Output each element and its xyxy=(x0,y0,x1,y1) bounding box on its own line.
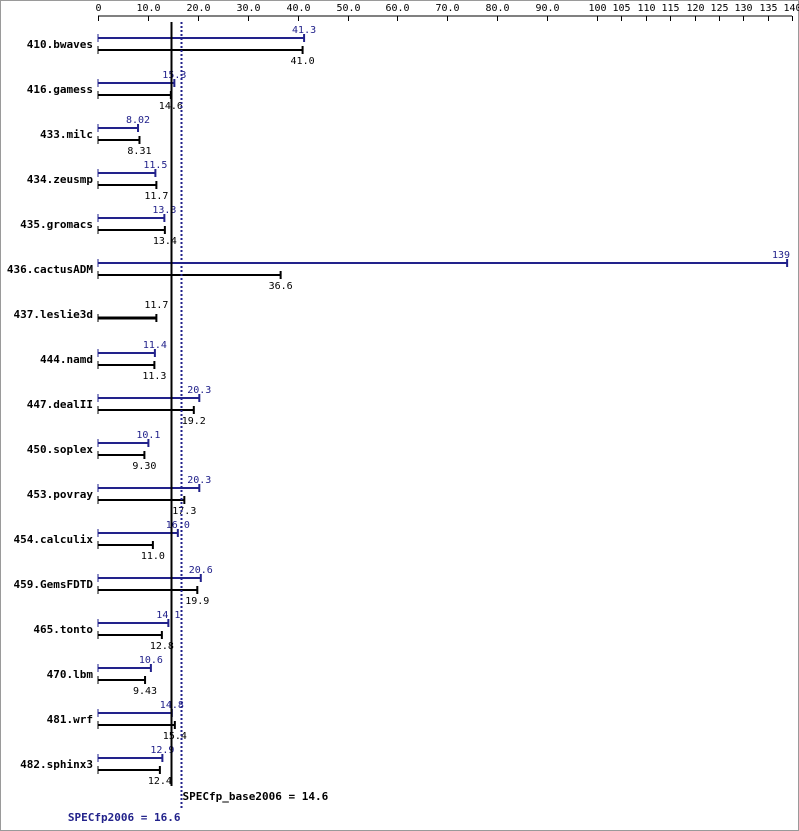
x-tick-label: 110 xyxy=(637,3,655,14)
base-value-label: 11.7 xyxy=(144,191,168,202)
x-tick-label: 50.0 xyxy=(336,3,360,14)
bars: 41.341.015.314.68.028.3111.511.713.313.4… xyxy=(97,25,790,787)
base-value-label: 9.43 xyxy=(133,686,157,697)
base-value-label: 17.3 xyxy=(172,506,196,517)
peak-value-label: 20.3 xyxy=(187,475,211,486)
benchmark-label: 481.wrf xyxy=(47,713,93,726)
benchmark-label: 447.dealII xyxy=(27,398,93,411)
benchmark-label: 482.sphinx3 xyxy=(20,758,93,771)
peak-value-label: 14.1 xyxy=(156,610,180,621)
x-tick-label: 120 xyxy=(686,3,704,14)
peak-value-label: 8.02 xyxy=(126,115,150,126)
base-value-label: 36.6 xyxy=(269,281,293,292)
benchmark-label: 454.calculix xyxy=(14,533,94,546)
x-tick-label: 140 xyxy=(783,3,799,14)
benchmark-label: 437.leslie3d xyxy=(14,308,93,321)
benchmark-labels: 410.bwaves 416.gamess 433.milc 434.zeusmp 43… xyxy=(7,38,93,771)
x-tick-label: 105 xyxy=(612,3,630,14)
base-value-label: 9.30 xyxy=(132,461,156,472)
benchmark-label: 470.lbm xyxy=(47,668,94,681)
x-tick-label: 40.0 xyxy=(286,3,310,14)
x-tick-label: 100 xyxy=(588,3,606,14)
benchmark-label: 450.soplex xyxy=(27,443,94,456)
x-tick-label: 70.0 xyxy=(435,3,459,14)
peak-reference-label: SPECfp2006 = 16.6 xyxy=(68,811,181,824)
peak-value-label: 11.4 xyxy=(143,340,167,351)
base-value-label: 11.0 xyxy=(141,551,165,562)
peak-value-label: 16.0 xyxy=(166,520,190,531)
benchmark-label: 459.GemsFDTD xyxy=(14,578,94,591)
x-tick-label: 30.0 xyxy=(236,3,260,14)
x-tick-label: 90.0 xyxy=(535,3,559,14)
x-tick-label: 0 xyxy=(95,3,101,14)
base-value-label: 13.4 xyxy=(153,236,177,247)
peak-value-label: 10.1 xyxy=(136,430,160,441)
peak-value-label: 10.6 xyxy=(139,655,163,666)
base-value-label: 41.0 xyxy=(291,56,315,67)
x-tick-label: 115 xyxy=(661,3,679,14)
x-tick-label: 125 xyxy=(710,3,728,14)
base-value-label: 11.7 xyxy=(144,300,168,311)
peak-value-label: 41.3 xyxy=(292,25,316,36)
benchmark-label: 435.gromacs xyxy=(20,218,93,231)
x-axis: 0 10.0 20.0 30.0 40.0 50.0 60.0 70.0 80.0 90.0 100… xyxy=(95,3,799,21)
x-tick-label: 10.0 xyxy=(136,3,160,14)
base-value-label: 11.3 xyxy=(142,371,166,382)
peak-value-label: 139 xyxy=(772,250,790,261)
x-tick-label: 130 xyxy=(734,3,752,14)
peak-value-label: 15.3 xyxy=(162,70,186,81)
base-value-label: 19.2 xyxy=(182,416,206,427)
peak-value-label: 20.6 xyxy=(189,565,213,576)
benchmark-label: 436.cactusADM xyxy=(7,263,93,276)
benchmark-label: 433.milc xyxy=(40,128,93,141)
benchmark-label: 434.zeusmp xyxy=(27,173,94,186)
benchmark-label: 444.namd xyxy=(40,353,93,366)
base-value-label: 12.8 xyxy=(150,641,174,652)
base-value-label: 12.4 xyxy=(148,776,172,787)
base-value-label: 8.31 xyxy=(127,146,151,157)
peak-value-label: 20.3 xyxy=(187,385,211,396)
benchmark-label: 453.povray xyxy=(27,488,94,501)
peak-value-label: 12.9 xyxy=(150,745,174,756)
x-tick-label: 60.0 xyxy=(385,3,409,14)
peak-value-label: 13.3 xyxy=(152,205,176,216)
x-tick-label: 20.0 xyxy=(186,3,210,14)
base-value-label: 15.4 xyxy=(163,731,187,742)
x-tick-label: 80.0 xyxy=(485,3,509,14)
x-tick-label: 135 xyxy=(759,3,777,14)
base-reference-label: SPECfp_base2006 = 14.6 xyxy=(183,790,329,803)
benchmark-label: 410.bwaves xyxy=(27,38,93,51)
benchmark-label: 465.tonto xyxy=(33,623,93,636)
benchmark-label: 416.gamess xyxy=(27,83,93,96)
peak-value-label: 11.5 xyxy=(143,160,167,171)
base-value-label: 19.9 xyxy=(185,596,209,607)
